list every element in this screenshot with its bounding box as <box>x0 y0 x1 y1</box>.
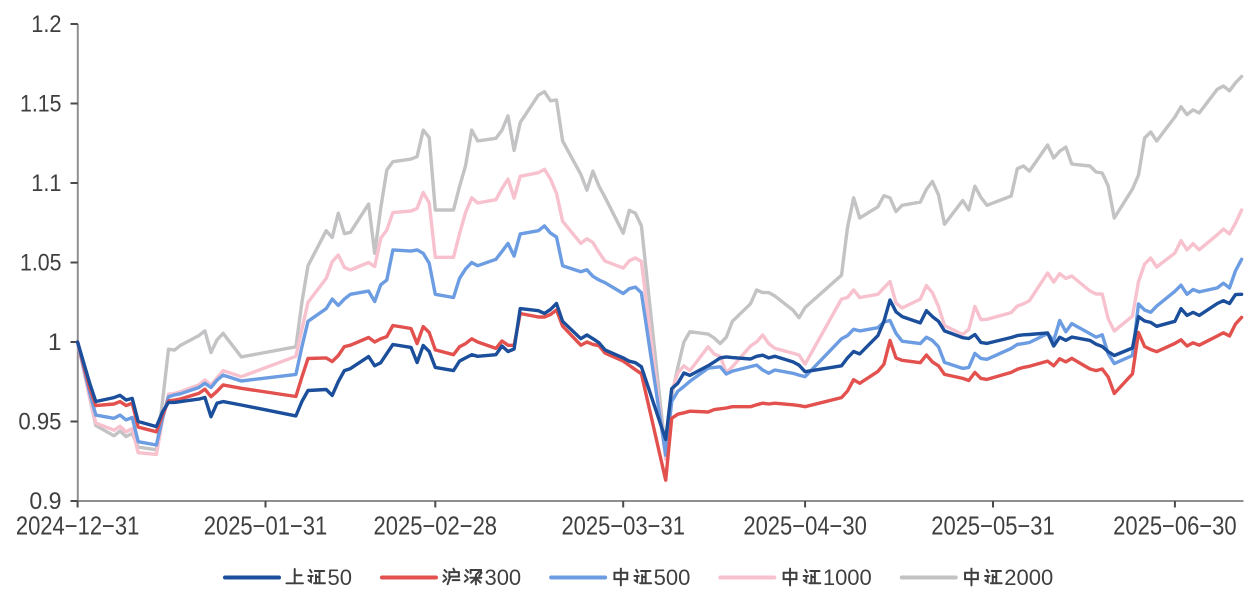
svg-text:2025−02−28: 2025−02−28 <box>374 513 498 541</box>
svg-text:2025−01−31: 2025−01−31 <box>204 513 328 541</box>
svg-text:1.15: 1.15 <box>20 91 62 118</box>
svg-text:1.1: 1.1 <box>31 170 61 197</box>
svg-text:2000: 2000 <box>1004 565 1053 590</box>
svg-text:0.95: 0.95 <box>18 409 61 436</box>
svg-text:0.9: 0.9 <box>29 488 61 515</box>
svg-text:500: 500 <box>654 565 691 590</box>
svg-text:2025−05−31: 2025−05−31 <box>931 513 1055 541</box>
svg-text:2024−12−31: 2024−12−31 <box>16 513 140 541</box>
svg-text:50: 50 <box>328 565 352 590</box>
svg-text:2025−04−30: 2025−04−30 <box>743 513 867 541</box>
svg-text:2025−03−31: 2025−03−31 <box>561 513 685 541</box>
svg-text:1000: 1000 <box>823 565 872 590</box>
svg-text:1: 1 <box>48 329 62 356</box>
svg-text:1.05: 1.05 <box>20 250 62 277</box>
svg-text:2025−06−30: 2025−06−30 <box>1113 513 1237 541</box>
svg-text:300: 300 <box>484 565 521 590</box>
svg-text:1.2: 1.2 <box>31 11 61 38</box>
